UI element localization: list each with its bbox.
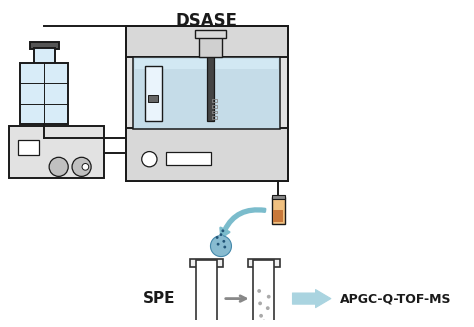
Circle shape <box>265 323 269 327</box>
Circle shape <box>259 314 263 318</box>
Circle shape <box>82 164 89 170</box>
Circle shape <box>267 295 271 299</box>
Bar <box>165 152 211 165</box>
Bar <box>126 128 288 181</box>
Bar <box>191 259 223 267</box>
Bar <box>135 59 278 69</box>
Circle shape <box>266 306 270 310</box>
Circle shape <box>257 289 261 293</box>
Bar <box>199 36 222 57</box>
Bar <box>196 260 217 327</box>
Bar <box>212 105 217 108</box>
Bar <box>145 66 162 121</box>
FancyArrowPatch shape <box>220 208 265 238</box>
Circle shape <box>217 243 219 246</box>
Bar <box>248 259 280 267</box>
Bar <box>126 26 288 57</box>
Bar <box>133 57 280 129</box>
Circle shape <box>72 157 91 176</box>
FancyArrowPatch shape <box>292 290 331 308</box>
Circle shape <box>258 301 262 305</box>
Circle shape <box>223 246 226 249</box>
Circle shape <box>222 240 225 243</box>
Bar <box>20 63 68 124</box>
Circle shape <box>210 235 231 257</box>
Bar <box>272 195 285 199</box>
Circle shape <box>221 229 224 232</box>
Bar <box>148 95 158 102</box>
Bar <box>212 116 217 119</box>
Bar <box>254 260 274 327</box>
Bar <box>273 210 283 222</box>
Circle shape <box>262 319 266 323</box>
Text: DSASE: DSASE <box>176 12 237 30</box>
Bar <box>212 99 217 102</box>
Bar <box>272 198 285 224</box>
Bar <box>18 140 38 155</box>
Circle shape <box>219 233 222 236</box>
Bar <box>195 30 226 38</box>
Bar <box>34 47 55 65</box>
Bar <box>212 111 217 113</box>
Bar <box>30 42 59 49</box>
Text: APGC-Q-TOF-MS: APGC-Q-TOF-MS <box>340 292 452 305</box>
Circle shape <box>216 236 219 239</box>
Bar <box>207 56 214 121</box>
Text: SPE: SPE <box>143 291 175 306</box>
Bar <box>9 126 104 178</box>
Polygon shape <box>214 232 228 245</box>
Bar <box>126 26 288 181</box>
Circle shape <box>49 157 68 176</box>
Circle shape <box>142 152 157 167</box>
